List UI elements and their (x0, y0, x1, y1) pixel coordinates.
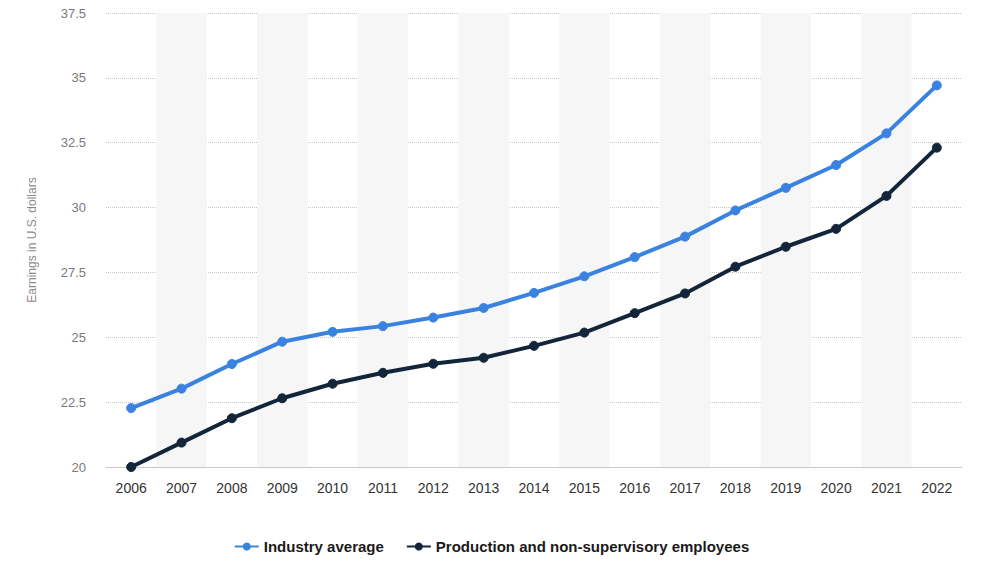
svg-text:2013: 2013 (468, 480, 499, 496)
svg-text:27.5: 27.5 (61, 265, 86, 280)
svg-text:2012: 2012 (418, 480, 449, 496)
svg-text:2009: 2009 (267, 480, 298, 496)
svg-text:2017: 2017 (669, 480, 700, 496)
svg-text:Production and non-supervisory: Production and non-supervisory employees (436, 538, 749, 555)
svg-text:2020: 2020 (821, 480, 852, 496)
svg-text:25: 25 (72, 330, 86, 345)
svg-text:Earnings in U.S. dollars: Earnings in U.S. dollars (25, 177, 39, 302)
svg-text:2018: 2018 (720, 480, 751, 496)
svg-text:35: 35 (72, 70, 86, 85)
svg-text:2021: 2021 (871, 480, 902, 496)
svg-text:2006: 2006 (116, 480, 147, 496)
svg-text:2015: 2015 (569, 480, 600, 496)
svg-text:2016: 2016 (619, 480, 650, 496)
svg-text:2022: 2022 (921, 480, 952, 496)
svg-text:22.5: 22.5 (61, 395, 86, 410)
svg-text:37.5: 37.5 (61, 6, 86, 21)
svg-text:30: 30 (72, 200, 86, 215)
svg-text:2007: 2007 (166, 480, 197, 496)
svg-text:2010: 2010 (317, 480, 348, 496)
svg-text:2008: 2008 (216, 480, 247, 496)
svg-text:2011: 2011 (368, 480, 398, 496)
svg-text:2019: 2019 (770, 480, 801, 496)
svg-text:Industry average: Industry average (264, 538, 384, 555)
svg-text:2014: 2014 (518, 480, 549, 496)
svg-text:20: 20 (72, 460, 86, 475)
svg-text:32.5: 32.5 (61, 135, 86, 150)
